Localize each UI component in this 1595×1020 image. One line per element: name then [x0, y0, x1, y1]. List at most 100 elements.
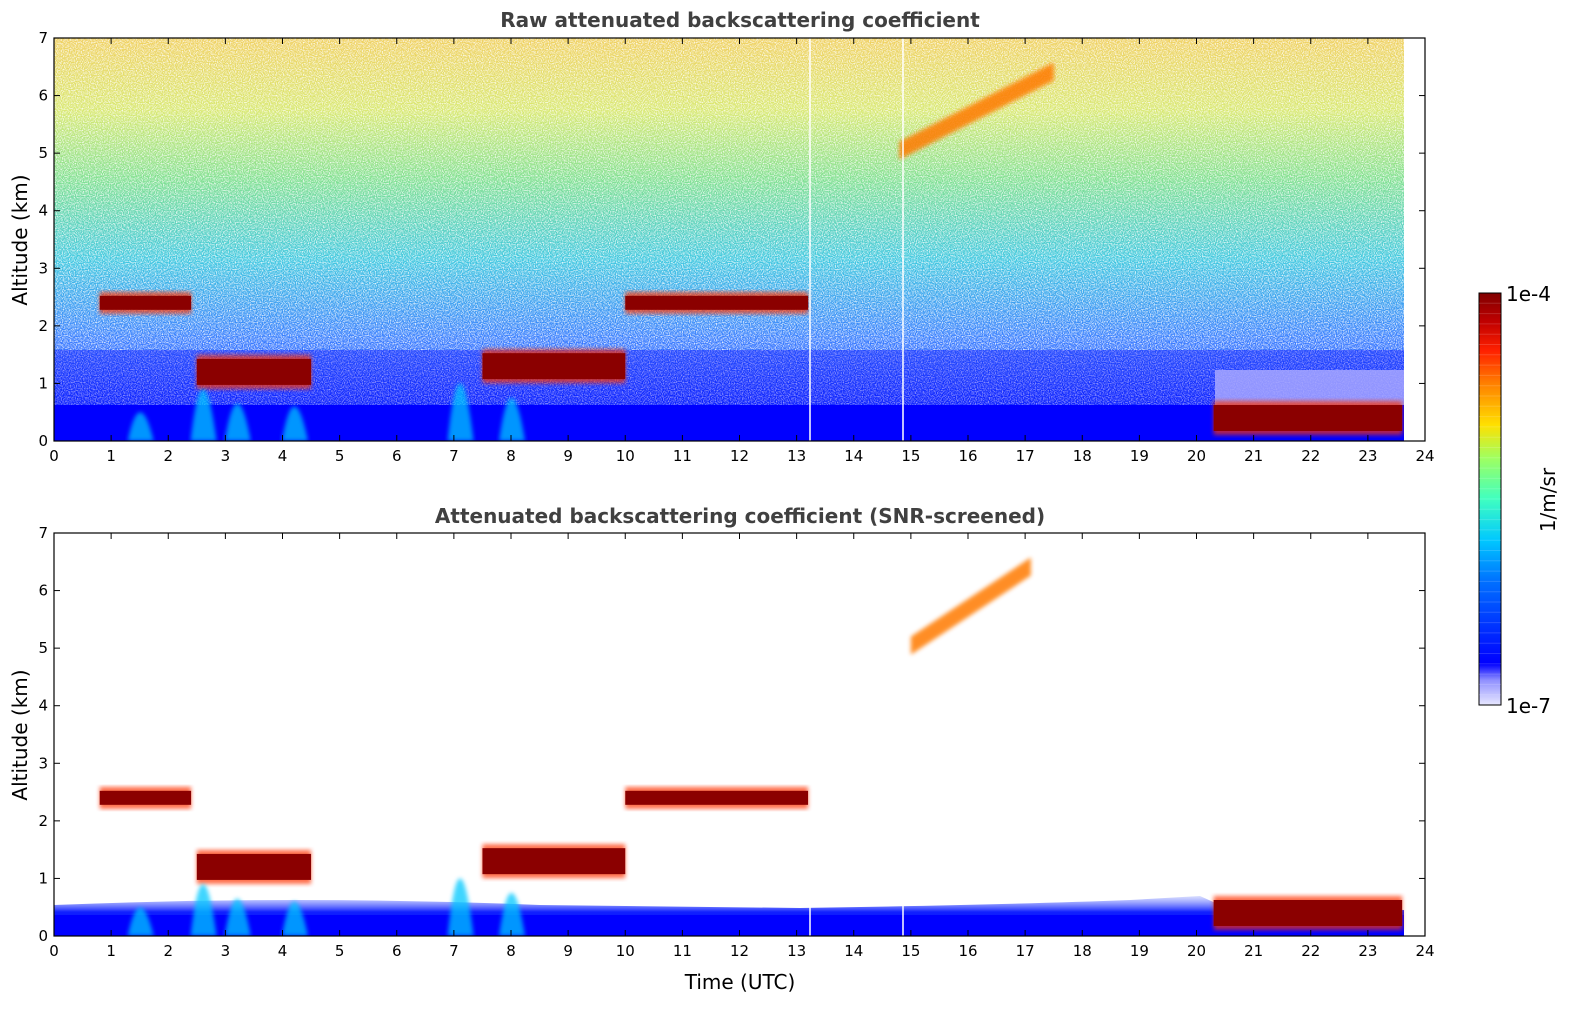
- bottom-y-tick-label: 4: [38, 697, 48, 715]
- bottom-y-tick-label: 1: [38, 869, 48, 887]
- top-x-tick-label: 17: [1016, 447, 1035, 465]
- bottom-x-tick-label: 19: [1130, 942, 1149, 960]
- top-x-tick-label: 11: [673, 447, 692, 465]
- bottom-x-tick-label: 5: [335, 942, 345, 960]
- bottom-x-tick-label: 14: [844, 942, 863, 960]
- top-x-tick-label: 24: [1415, 447, 1434, 465]
- top-y-tick-label: 0: [38, 432, 48, 450]
- bottom-x-tick-label: 22: [1301, 942, 1320, 960]
- bottom-y-tick-label: 0: [38, 927, 48, 945]
- bottom-y-tick-label: 3: [38, 754, 48, 772]
- top-x-tick-label: 2: [163, 447, 173, 465]
- top-x-tick-label: 9: [563, 447, 573, 465]
- cloud-layer: [196, 358, 312, 385]
- cloud-layer: [99, 295, 192, 310]
- bottom-x-tick-label: 8: [506, 942, 516, 960]
- bottom-y-tick-label: 5: [38, 639, 48, 657]
- aerosol-plume: [127, 412, 154, 441]
- top-x-tick-label: 15: [901, 447, 920, 465]
- colorbar-min-label: 1e-7: [1506, 694, 1551, 718]
- aerosol-plume: [127, 907, 154, 936]
- top-y-tick-label: 7: [38, 29, 48, 47]
- top-x-tick-label: 12: [730, 447, 749, 465]
- top-x-tick-label: 8: [506, 447, 516, 465]
- aerosol-plume: [499, 397, 525, 441]
- x-axis-label: Time (UTC): [684, 970, 796, 994]
- bottom-y-tick-label: 2: [38, 812, 48, 830]
- bottom-x-tick-label: 18: [1073, 942, 1092, 960]
- top-x-tick-label: 13: [787, 447, 806, 465]
- cirrus-layer: [899, 62, 1054, 160]
- colorbar-gradient: [1478, 292, 1502, 706]
- top-x-tick-label: 19: [1130, 447, 1149, 465]
- cloud-layer: [196, 853, 312, 880]
- top-x-tick-label: 22: [1301, 447, 1320, 465]
- bottom-x-tick-label: 17: [1016, 942, 1035, 960]
- top-x-tick-label: 1: [106, 447, 116, 465]
- cloud-layer: [625, 295, 809, 310]
- cloud-layer: [625, 790, 809, 805]
- aerosol-plume: [190, 389, 217, 441]
- top-panel-title: Raw attenuated backscattering coefficien…: [500, 8, 980, 32]
- top-x-tick-label: 20: [1187, 447, 1206, 465]
- bottom-x-tick-label: 13: [787, 942, 806, 960]
- bottom-x-tick-label: 1: [106, 942, 116, 960]
- bottom-x-tick-label: 9: [563, 942, 573, 960]
- bottom-y-axis-label: Altitude (km): [8, 669, 32, 800]
- bottom-x-tick-label: 6: [392, 942, 402, 960]
- bottom-y-tick-label: 6: [38, 582, 48, 600]
- top-x-tick-label: 5: [335, 447, 345, 465]
- bottom-x-tick-label: 23: [1358, 942, 1377, 960]
- cloud-layer: [482, 848, 626, 875]
- top-x-tick-label: 18: [1073, 447, 1092, 465]
- bottom-y-tick-label: 7: [38, 524, 48, 542]
- bottom-x-tick-label: 16: [958, 942, 977, 960]
- top-x-tick-label: 16: [958, 447, 977, 465]
- colorbar: 1e-4 1e-7 1/m/sr: [1478, 282, 1560, 718]
- bottom-x-tick-label: 11: [673, 942, 692, 960]
- cloud-layer: [99, 790, 192, 805]
- top-x-tick-label: 21: [1244, 447, 1263, 465]
- top-y-tick-label: 4: [38, 202, 48, 220]
- bottom-x-tick-label: 20: [1187, 942, 1206, 960]
- bottom-x-tick-label: 21: [1244, 942, 1263, 960]
- snr-screened-panel: 0 1 2 3 4 5 6 7 8 9 10 11 12 13 14 15 16 17 18 19 20 21 22 23 24…: [8, 504, 1435, 994]
- cirrus-layer: [910, 557, 1031, 655]
- colorbar-max-label: 1e-4: [1506, 282, 1551, 306]
- bottom-x-tick-label: 12: [730, 942, 749, 960]
- top-x-tick-label: 7: [449, 447, 459, 465]
- aerosol-plume: [447, 878, 474, 936]
- aerosol-plume: [447, 383, 474, 441]
- top-x-tick-label: 14: [844, 447, 863, 465]
- colorbar-units-label: 1/m/sr: [1536, 467, 1560, 532]
- bottom-x-tick-label: 0: [49, 942, 59, 960]
- top-y-tick-label: 2: [38, 317, 48, 335]
- aerosol-plume: [281, 901, 308, 936]
- cloud-layer: [1213, 404, 1403, 431]
- top-x-tick-label: 4: [278, 447, 288, 465]
- raw-backscatter-panel: 0 1 2 3 4 5 6 7 8 9 10 11 12 13 14 15 16 17 18 19 20 21 22 23 24…: [8, 8, 1435, 465]
- top-y-axis-label: Altitude (km): [8, 174, 32, 305]
- bottom-x-tick-label: 2: [163, 942, 173, 960]
- top-y-tick-label: 5: [38, 144, 48, 162]
- top-y-tick-label: 6: [38, 87, 48, 105]
- top-x-tick-label: 6: [392, 447, 402, 465]
- aerosol-plume: [499, 892, 525, 936]
- bottom-x-tick-label: 15: [901, 942, 920, 960]
- cloud-layer: [482, 353, 626, 380]
- bottom-x-tick-label: 7: [449, 942, 459, 960]
- top-x-tick-label: 23: [1358, 447, 1377, 465]
- top-y-tick-label: 3: [38, 259, 48, 277]
- aerosol-plume: [281, 406, 308, 441]
- top-y-tick-label: 1: [38, 374, 48, 392]
- aerosol-plume: [224, 898, 251, 936]
- aerosol-plume: [190, 884, 217, 936]
- bottom-x-tick-label: 3: [221, 942, 231, 960]
- top-x-tick-label: 0: [49, 447, 59, 465]
- bottom-x-tick-label: 24: [1415, 942, 1434, 960]
- top-x-tick-label: 10: [616, 447, 635, 465]
- top-x-tick-label: 3: [221, 447, 231, 465]
- cloud-layer: [1213, 899, 1403, 926]
- bottom-x-tick-label: 10: [616, 942, 635, 960]
- aerosol-plume: [224, 403, 251, 441]
